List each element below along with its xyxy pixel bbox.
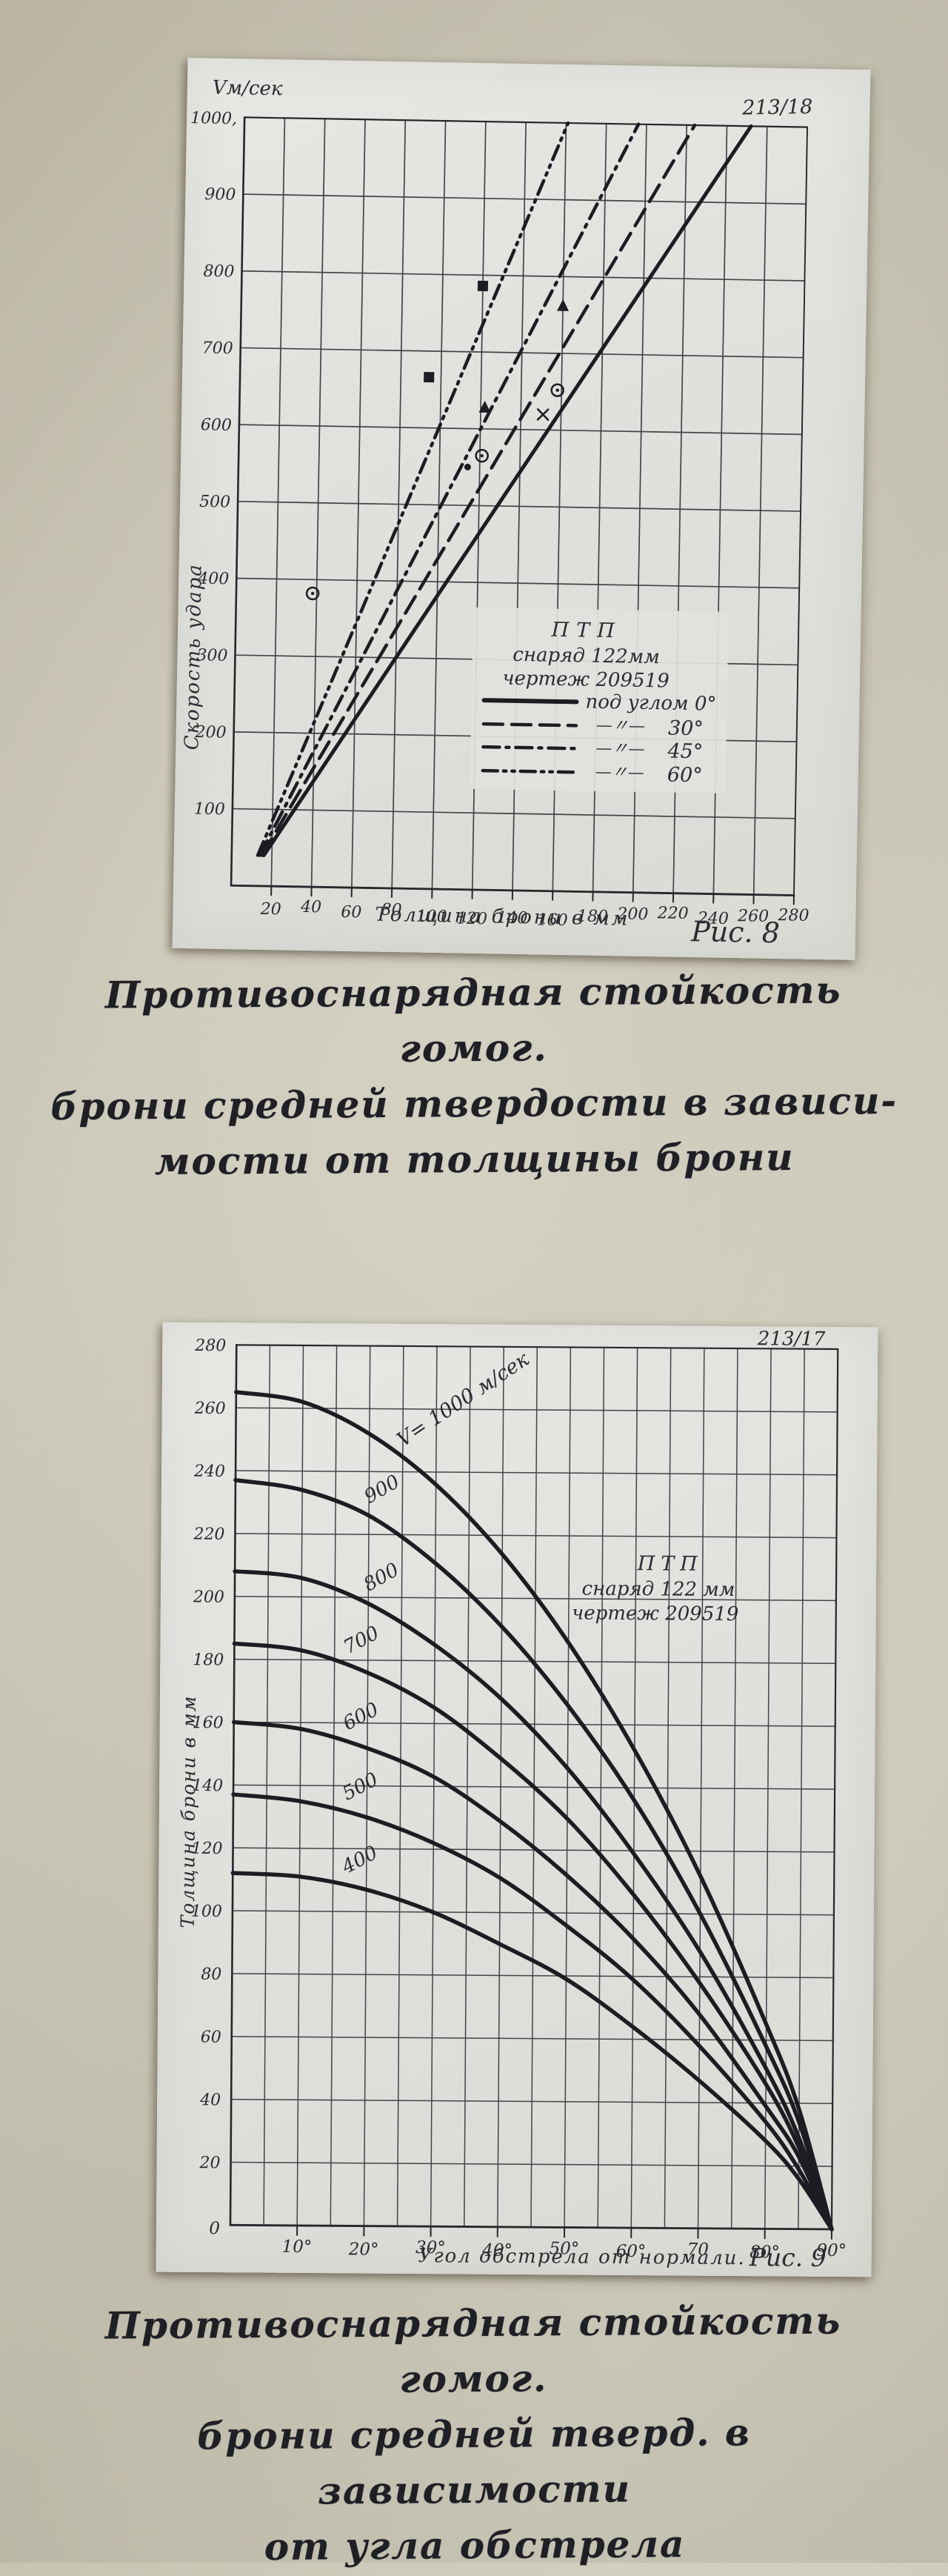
y-tick-label: 800 [203, 262, 234, 282]
y-axis-title: Скорость удара [181, 563, 206, 750]
caption-line: брони средней твердости в зависи- [37, 1073, 911, 1134]
y-tick-label: 700 [202, 339, 233, 359]
corner-code: 213/17 [757, 1328, 826, 1351]
marker-square [424, 372, 434, 382]
y-tick-label: 80 [201, 1966, 221, 1984]
x-axis-title: Толщина брони в мм [375, 904, 630, 931]
legend-entry-label: 60° [667, 763, 703, 787]
caption-line: Противоснарядная стойкость гомог. [36, 962, 911, 1079]
y-tick-label: 180 [193, 1651, 224, 1669]
curve-label: 800 [360, 1559, 403, 1597]
curve-label: 600 [339, 1698, 382, 1735]
caption-line: мости от толщины брони [38, 1128, 912, 1190]
marker-circle-dot [311, 592, 314, 595]
y-tick-label: 280 [194, 1337, 226, 1355]
legend-entry-label: 30° [668, 717, 704, 741]
x-tick-label: 10° [282, 2237, 313, 2257]
legend-ditto: —〃— [595, 739, 644, 759]
y-tick-label: 600 [201, 416, 232, 435]
y-tick-label: 20 [198, 2154, 220, 2172]
y-tick-label: 100 [194, 800, 225, 819]
y-tick-label: 900 [204, 185, 236, 204]
figure9-caption: Противоснарядная стойкость гомог. брони … [36, 2292, 912, 2576]
curve-label: V= 1000 м/сек [393, 1348, 534, 1452]
caption-line: брони средней тверд. в зависимости [37, 2403, 912, 2520]
legend-sample-dashdot [483, 747, 575, 748]
note-line: чертеж 209519 [572, 1602, 739, 1626]
legend-subtitle: чертеж 209519 [502, 668, 670, 693]
figure-label: Рис. 8 [690, 915, 780, 949]
y-tick-label: 240 [193, 1462, 225, 1481]
legend-ditto: —〃— [596, 716, 645, 736]
y-tick-label: 60 [201, 2028, 221, 2046]
marker-circle-dot [480, 454, 483, 457]
x-tick-label: 280 [777, 906, 809, 925]
y-unit-label: Vм/сек [213, 77, 284, 101]
y-tick-label: 40 [199, 2091, 221, 2109]
y-tick-label: 220 [193, 1525, 224, 1544]
curve-label: 500 [339, 1768, 382, 1805]
legend-sample-dashdotdot [483, 771, 575, 772]
figure8-caption: Противоснарядная стойкость гомог. брони … [36, 962, 912, 1190]
y-tick-label: 260 [194, 1400, 226, 1418]
marker-circle-dot [555, 388, 558, 391]
x-axis-title: Угол обстрела от нормали. [418, 2245, 746, 2269]
y-tick-label: 500 [199, 493, 230, 512]
legend-ditto: —〃— [595, 763, 644, 782]
caption-line: от угла обстрела [38, 2515, 912, 2576]
y-axis-title: Толщина брони в мм [177, 1694, 200, 1928]
marker-triangle [557, 299, 569, 311]
x-tick-label: 40 [300, 898, 321, 917]
curve-label: 700 [340, 1622, 383, 1659]
x-tick-label: 20° [348, 2240, 379, 2259]
x-tick-label: 20 [260, 900, 281, 919]
note-line: ПТП [637, 1552, 704, 1576]
legend-entry-label: 45° [667, 739, 703, 763]
origin-label: 0 [209, 2219, 220, 2238]
note-line: снаряд 122 мм [581, 1578, 735, 1601]
marker-dot [464, 464, 471, 470]
x-tick-label: 220 [656, 904, 688, 923]
legend-subtitle: снаряд 122мм [513, 644, 660, 668]
curve-label: 400 [338, 1842, 381, 1879]
caption-line: Противоснарядная стойкость гомог. [36, 2292, 911, 2409]
curve-label: 900 [361, 1471, 404, 1508]
marker-square [478, 281, 488, 291]
y-tick-label: 1000, [190, 109, 237, 128]
legend-title: ПТП [550, 619, 622, 643]
x-tick-label: 60 [341, 903, 361, 922]
y-tick-label: 200 [193, 1588, 224, 1606]
figure-label: Рис. 9 [749, 2243, 827, 2272]
corner-code: 213/18 [741, 96, 813, 120]
legend-sample-solid [484, 700, 576, 702]
legend-entry-label: под углом 0° [585, 691, 716, 716]
